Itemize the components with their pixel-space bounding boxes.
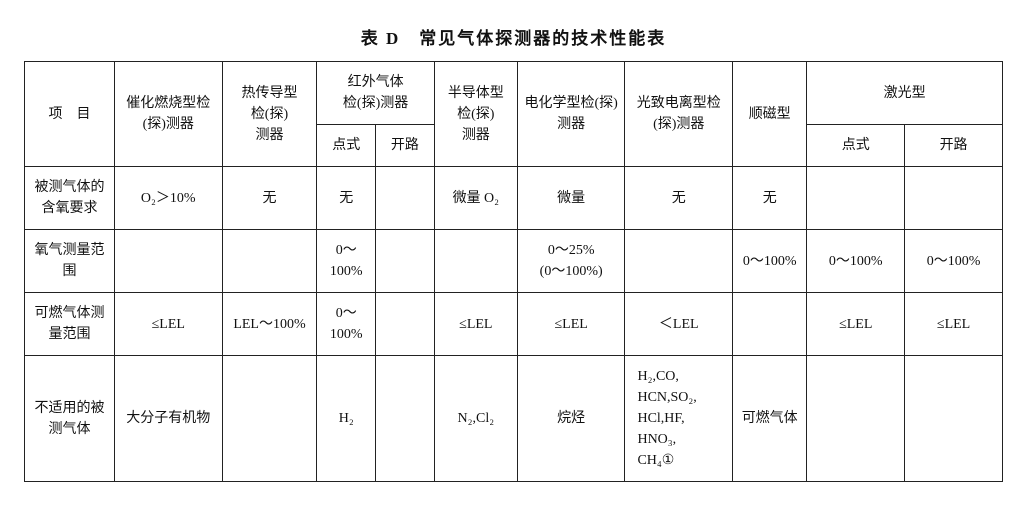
cell bbox=[733, 293, 807, 356]
header-catalytic: 催化燃烧型检(探)测器 bbox=[114, 62, 222, 167]
cell bbox=[376, 293, 435, 356]
header-infrared-open: 开路 bbox=[376, 125, 435, 167]
header-thermal: 热传导型 检(探) 测器 bbox=[222, 62, 317, 167]
header-laser: 激光型 bbox=[807, 62, 1003, 125]
row-label: 不适用的被测气体 bbox=[25, 356, 115, 482]
cell: ≤LEL bbox=[434, 293, 517, 356]
header-electrochemical: 电化学型检(探)测器 bbox=[517, 62, 625, 167]
cell: ≤LEL bbox=[905, 293, 1003, 356]
cell: 大分子有机物 bbox=[114, 356, 222, 482]
cell: N₂,Cl₂ bbox=[434, 356, 517, 482]
cell: 0～100% bbox=[317, 293, 376, 356]
cell bbox=[434, 230, 517, 293]
cell: 无 bbox=[733, 167, 807, 230]
header-infrared-point: 点式 bbox=[317, 125, 376, 167]
cell bbox=[222, 356, 317, 482]
header-paramagnetic: 顺磁型 bbox=[733, 62, 807, 167]
cell: ≤LEL bbox=[114, 293, 222, 356]
cell: 无 bbox=[317, 167, 376, 230]
cell: 0～100% bbox=[317, 230, 376, 293]
cell bbox=[376, 230, 435, 293]
cell: 烷烃 bbox=[517, 356, 625, 482]
cell: 无 bbox=[222, 167, 317, 230]
cell: 0～100% bbox=[807, 230, 905, 293]
cell: 可燃气体 bbox=[733, 356, 807, 482]
cell bbox=[376, 167, 435, 230]
cell bbox=[905, 167, 1003, 230]
cell: 0～25% (0～100%) bbox=[517, 230, 625, 293]
cell: H₂,CO, HCN,SO₂, HCl,HF, HNO₃, CH₄① bbox=[625, 356, 733, 482]
cell: 0～100% bbox=[905, 230, 1003, 293]
table-row: 氧气测量范围 0～100% 0～25% (0～100%) 0～100% 0～10… bbox=[25, 230, 1003, 293]
table-row: 被测气体的含氧要求 O₂＞10% 无 无 微量 O₂ 微量 无 无 bbox=[25, 167, 1003, 230]
cell bbox=[807, 356, 905, 482]
cell: 无 bbox=[625, 167, 733, 230]
spec-table: 项 目 催化燃烧型检(探)测器 热传导型 检(探) 测器 红外气体 检(探)测器… bbox=[24, 61, 1003, 482]
cell bbox=[905, 356, 1003, 482]
cell: ≤LEL bbox=[517, 293, 625, 356]
table-row: 不适用的被测气体 大分子有机物 H₂ N₂,Cl₂ 烷烃 H₂,CO, HCN,… bbox=[25, 356, 1003, 482]
cell: 微量 bbox=[517, 167, 625, 230]
header-photoionization: 光致电离型检(探)测器 bbox=[625, 62, 733, 167]
header-row-1: 项 目 催化燃烧型检(探)测器 热传导型 检(探) 测器 红外气体 检(探)测器… bbox=[25, 62, 1003, 125]
cell: 微量 O₂ bbox=[434, 167, 517, 230]
header-laser-open: 开路 bbox=[905, 125, 1003, 167]
row-label: 可燃气体测量范围 bbox=[25, 293, 115, 356]
header-semiconductor: 半导体型 检(探) 测器 bbox=[434, 62, 517, 167]
cell: LEL～100% bbox=[222, 293, 317, 356]
header-infrared: 红外气体 检(探)测器 bbox=[317, 62, 434, 125]
header-laser-point: 点式 bbox=[807, 125, 905, 167]
cell: 0～100% bbox=[733, 230, 807, 293]
row-label: 被测气体的含氧要求 bbox=[25, 167, 115, 230]
cell bbox=[222, 230, 317, 293]
cell: H₂ bbox=[317, 356, 376, 482]
table-caption: 表 D 常见气体探测器的技术性能表 bbox=[24, 24, 1003, 49]
table-row: 可燃气体测量范围 ≤LEL LEL～100% 0～100% ≤LEL ≤LEL … bbox=[25, 293, 1003, 356]
cell: O₂＞10% bbox=[114, 167, 222, 230]
cell bbox=[114, 230, 222, 293]
header-item: 项 目 bbox=[25, 62, 115, 167]
cell: ≤LEL bbox=[807, 293, 905, 356]
cell: ＜LEL bbox=[625, 293, 733, 356]
cell bbox=[807, 167, 905, 230]
cell bbox=[625, 230, 733, 293]
row-label: 氧气测量范围 bbox=[25, 230, 115, 293]
cell bbox=[376, 356, 435, 482]
